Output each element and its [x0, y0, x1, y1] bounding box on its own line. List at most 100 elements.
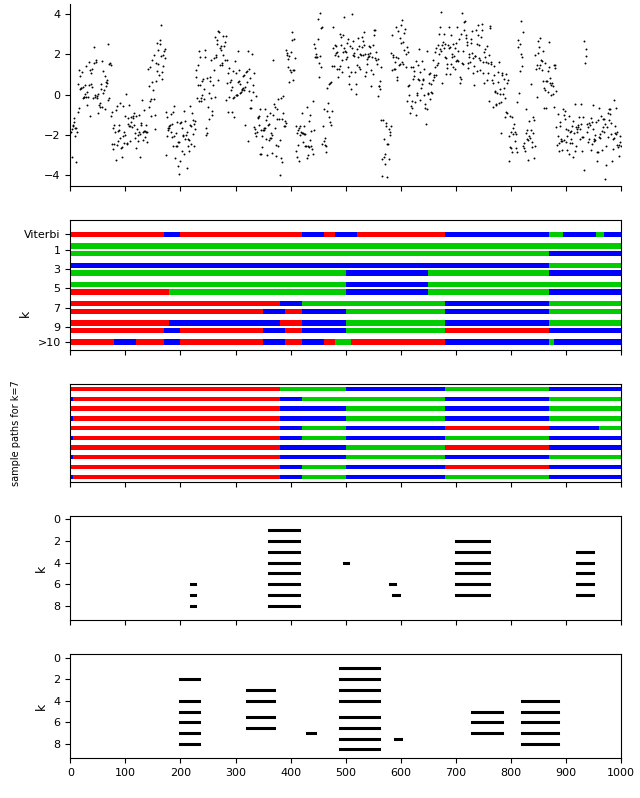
- Point: [323, 78, 333, 91]
- Bar: [549, 301, 621, 306]
- Point: [95, 97, 105, 109]
- Point: [504, 155, 514, 168]
- Point: [531, 49, 541, 61]
- Point: [442, 61, 452, 74]
- Point: [415, 94, 425, 107]
- Point: [218, 29, 228, 41]
- Point: [483, 67, 493, 80]
- Point: [207, 105, 217, 117]
- Point: [465, 51, 475, 64]
- Bar: [596, 232, 604, 237]
- Bar: [285, 328, 301, 334]
- Point: [604, 103, 614, 116]
- Point: [606, 128, 616, 140]
- Point: [392, 74, 403, 87]
- Bar: [280, 464, 301, 469]
- Point: [320, 138, 330, 151]
- Point: [443, 38, 453, 51]
- Point: [577, 144, 588, 157]
- Point: [326, 119, 336, 132]
- Point: [564, 109, 574, 122]
- Point: [301, 140, 311, 152]
- Point: [161, 149, 171, 162]
- Point: [373, 89, 383, 102]
- Point: [468, 51, 479, 64]
- Point: [245, 71, 255, 84]
- Point: [115, 118, 125, 131]
- Point: [412, 87, 422, 100]
- Point: [555, 120, 565, 132]
- Bar: [280, 320, 301, 326]
- Point: [470, 50, 481, 63]
- Point: [425, 93, 435, 105]
- Point: [290, 52, 300, 65]
- Point: [279, 120, 289, 132]
- Point: [568, 115, 578, 128]
- Point: [498, 88, 508, 101]
- Point: [84, 64, 95, 77]
- Point: [367, 68, 378, 81]
- Point: [410, 109, 420, 121]
- Point: [506, 142, 516, 155]
- Point: [100, 75, 111, 88]
- Point: [230, 55, 240, 68]
- Point: [258, 124, 268, 136]
- Point: [555, 115, 565, 128]
- Point: [572, 126, 582, 139]
- Point: [360, 48, 370, 61]
- Point: [435, 21, 445, 34]
- Point: [218, 49, 228, 61]
- Point: [189, 122, 200, 135]
- Point: [289, 33, 299, 45]
- Bar: [164, 232, 180, 237]
- Bar: [351, 339, 445, 345]
- Point: [298, 136, 308, 148]
- Point: [570, 140, 580, 152]
- Point: [445, 67, 455, 80]
- Point: [451, 37, 461, 49]
- Point: [579, 34, 589, 47]
- Point: [211, 51, 221, 64]
- Bar: [549, 426, 599, 430]
- Point: [170, 152, 180, 164]
- Point: [556, 132, 566, 145]
- Point: [276, 151, 286, 164]
- Point: [458, 57, 468, 70]
- Point: [118, 137, 129, 150]
- Point: [580, 49, 591, 62]
- Point: [451, 55, 461, 68]
- Point: [209, 91, 220, 104]
- Point: [207, 109, 218, 122]
- Point: [536, 53, 546, 66]
- Point: [415, 65, 426, 78]
- Point: [173, 160, 184, 172]
- Point: [217, 59, 227, 72]
- Point: [426, 77, 436, 90]
- Point: [164, 120, 174, 132]
- Point: [73, 105, 83, 118]
- Point: [566, 124, 576, 137]
- Point: [452, 20, 463, 33]
- Point: [337, 65, 347, 78]
- Point: [554, 137, 564, 150]
- Point: [460, 15, 470, 28]
- Point: [99, 83, 109, 96]
- Point: [484, 94, 494, 107]
- Point: [280, 117, 291, 129]
- Point: [171, 140, 181, 152]
- Point: [513, 34, 524, 46]
- Point: [532, 59, 542, 72]
- Point: [414, 43, 424, 56]
- Point: [241, 76, 252, 89]
- Point: [395, 57, 405, 70]
- Point: [106, 109, 116, 122]
- Point: [138, 124, 148, 137]
- Point: [102, 77, 113, 90]
- Point: [74, 63, 84, 76]
- Point: [72, 125, 82, 138]
- Point: [578, 111, 588, 124]
- Point: [383, 122, 394, 135]
- Point: [474, 52, 484, 65]
- Point: [539, 82, 549, 95]
- Point: [531, 63, 541, 76]
